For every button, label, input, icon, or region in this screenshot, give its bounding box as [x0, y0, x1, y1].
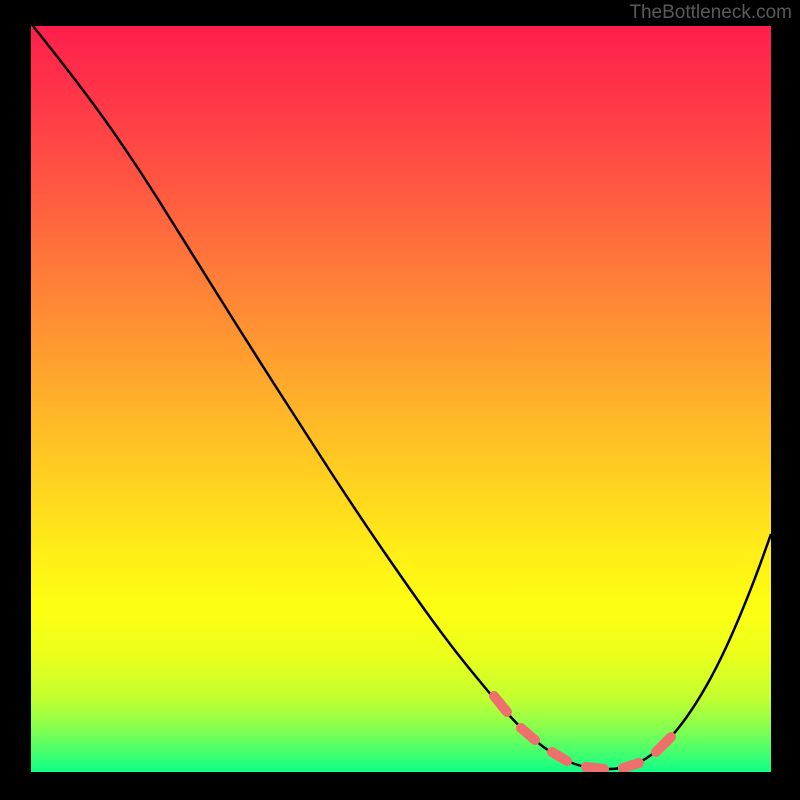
curve-layer [31, 26, 771, 772]
bottleneck-curve [33, 26, 771, 769]
watermark-text: TheBottleneck.com [629, 2, 792, 24]
chart-area [31, 26, 771, 772]
